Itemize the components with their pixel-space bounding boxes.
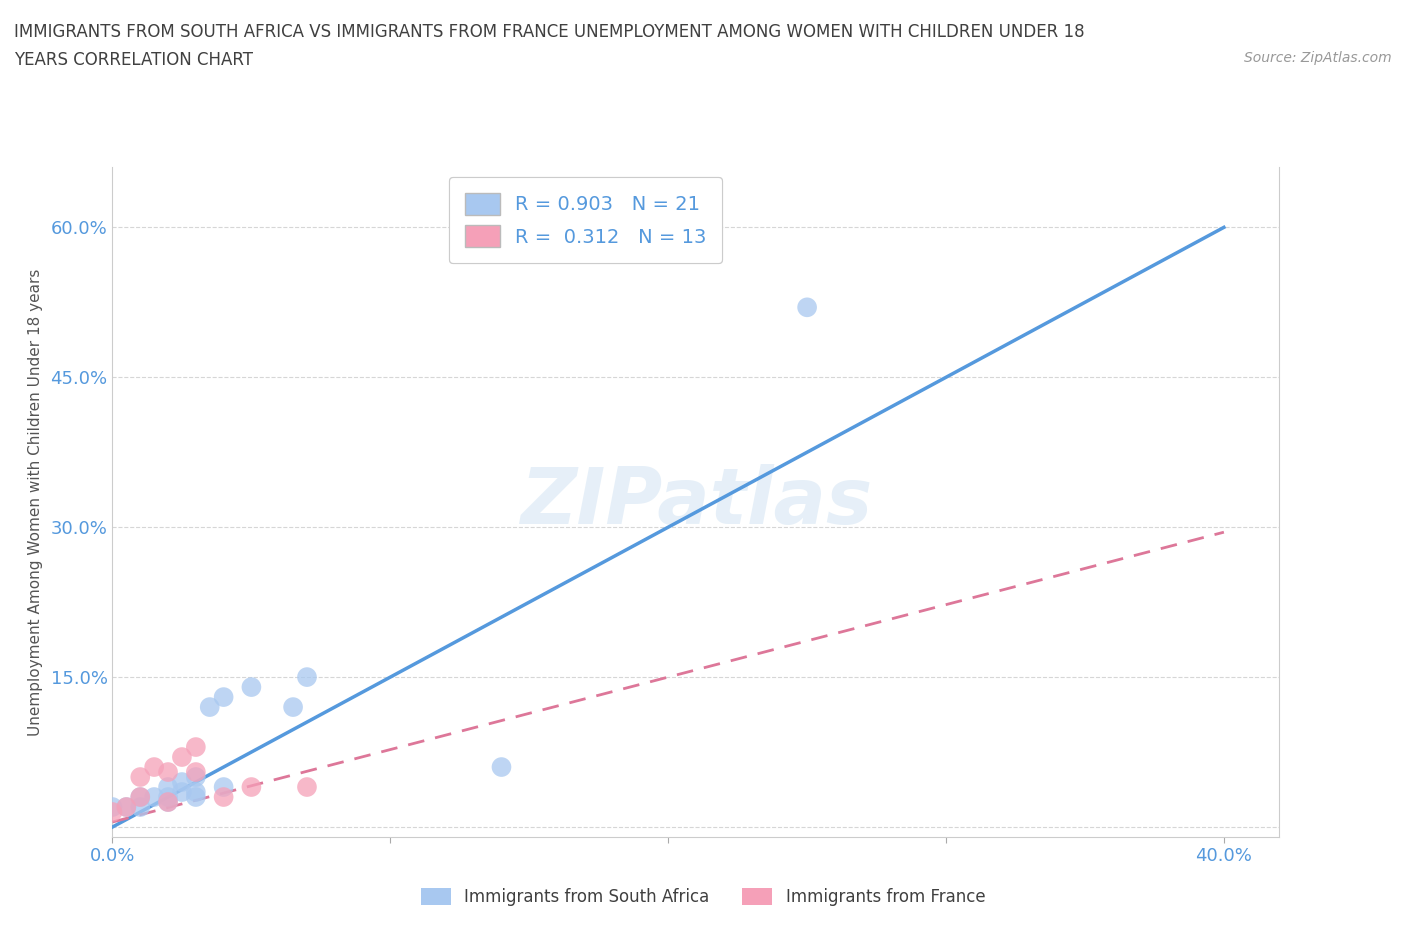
Point bbox=[157, 794, 180, 809]
Point bbox=[184, 785, 207, 800]
Text: Source: ZipAtlas.com: Source: ZipAtlas.com bbox=[1244, 51, 1392, 65]
Point bbox=[115, 800, 138, 815]
Point bbox=[129, 800, 152, 815]
Point bbox=[115, 800, 138, 815]
Point bbox=[796, 299, 818, 314]
Point bbox=[295, 779, 318, 794]
Point bbox=[101, 804, 124, 819]
Point bbox=[491, 760, 513, 775]
Point bbox=[157, 764, 180, 779]
Point bbox=[295, 670, 318, 684]
Point bbox=[212, 779, 235, 794]
Point bbox=[184, 790, 207, 804]
Point bbox=[129, 770, 152, 785]
Point bbox=[170, 750, 193, 764]
Point bbox=[170, 785, 193, 800]
Text: YEARS CORRELATION CHART: YEARS CORRELATION CHART bbox=[14, 51, 253, 69]
Point bbox=[212, 690, 235, 705]
Legend: Immigrants from South Africa, Immigrants from France: Immigrants from South Africa, Immigrants… bbox=[413, 881, 993, 912]
Text: ZIPatlas: ZIPatlas bbox=[520, 464, 872, 540]
Point bbox=[198, 699, 221, 714]
Point bbox=[129, 790, 152, 804]
Text: Unemployment Among Women with Children Under 18 years: Unemployment Among Women with Children U… bbox=[28, 269, 42, 736]
Point bbox=[184, 764, 207, 779]
Point bbox=[240, 680, 263, 695]
Legend: R = 0.903   N = 21, R =  0.312   N = 13: R = 0.903 N = 21, R = 0.312 N = 13 bbox=[449, 177, 723, 263]
Point bbox=[157, 794, 180, 809]
Point bbox=[281, 699, 304, 714]
Point bbox=[157, 779, 180, 794]
Point bbox=[184, 739, 207, 754]
Point bbox=[170, 775, 193, 790]
Point bbox=[240, 779, 263, 794]
Point bbox=[184, 770, 207, 785]
Point bbox=[129, 790, 152, 804]
Point bbox=[157, 790, 180, 804]
Point bbox=[101, 800, 124, 815]
Text: IMMIGRANTS FROM SOUTH AFRICA VS IMMIGRANTS FROM FRANCE UNEMPLOYMENT AMONG WOMEN : IMMIGRANTS FROM SOUTH AFRICA VS IMMIGRAN… bbox=[14, 23, 1084, 41]
Point bbox=[143, 790, 166, 804]
Point bbox=[212, 790, 235, 804]
Point bbox=[143, 760, 166, 775]
